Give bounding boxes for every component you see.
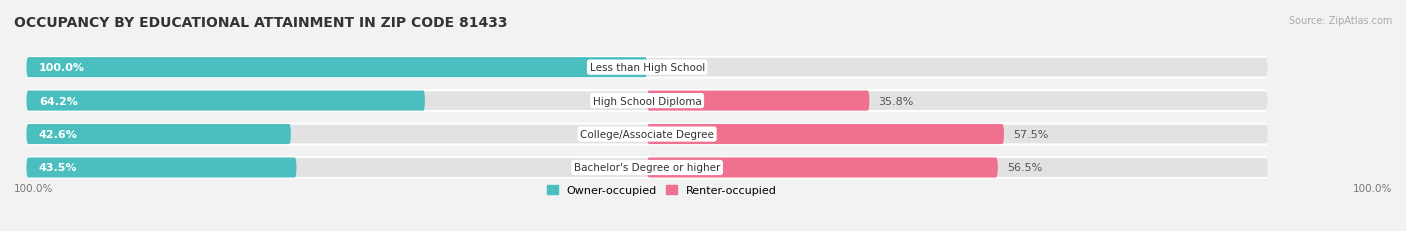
Text: 100.0%: 100.0% xyxy=(39,63,84,73)
FancyBboxPatch shape xyxy=(27,125,291,144)
Text: 100.0%: 100.0% xyxy=(14,183,53,193)
FancyBboxPatch shape xyxy=(27,90,1268,112)
Text: OCCUPANCY BY EDUCATIONAL ATTAINMENT IN ZIP CODE 81433: OCCUPANCY BY EDUCATIONAL ATTAINMENT IN Z… xyxy=(14,16,508,30)
FancyBboxPatch shape xyxy=(27,91,425,111)
FancyBboxPatch shape xyxy=(27,158,1268,177)
Text: Source: ZipAtlas.com: Source: ZipAtlas.com xyxy=(1288,16,1392,26)
Text: 57.5%: 57.5% xyxy=(1014,130,1049,140)
Legend: Owner-occupied, Renter-occupied: Owner-occupied, Renter-occupied xyxy=(547,185,776,195)
Text: 64.2%: 64.2% xyxy=(39,96,77,106)
Text: Less than High School: Less than High School xyxy=(589,63,704,73)
FancyBboxPatch shape xyxy=(27,58,1268,77)
FancyBboxPatch shape xyxy=(27,158,297,178)
FancyBboxPatch shape xyxy=(27,156,1268,179)
FancyBboxPatch shape xyxy=(647,91,869,111)
Text: Bachelor's Degree or higher: Bachelor's Degree or higher xyxy=(574,163,720,173)
FancyBboxPatch shape xyxy=(27,58,647,78)
Text: 0.0%: 0.0% xyxy=(657,63,685,73)
Text: 42.6%: 42.6% xyxy=(39,130,77,140)
FancyBboxPatch shape xyxy=(27,57,1268,79)
Text: 35.8%: 35.8% xyxy=(879,96,914,106)
FancyBboxPatch shape xyxy=(27,125,1268,144)
Text: 43.5%: 43.5% xyxy=(39,163,77,173)
FancyBboxPatch shape xyxy=(27,92,1268,110)
FancyBboxPatch shape xyxy=(647,158,998,178)
Text: College/Associate Degree: College/Associate Degree xyxy=(581,130,714,140)
Text: 100.0%: 100.0% xyxy=(1353,183,1392,193)
FancyBboxPatch shape xyxy=(647,125,1004,144)
Text: 56.5%: 56.5% xyxy=(1007,163,1042,173)
FancyBboxPatch shape xyxy=(27,123,1268,146)
Text: High School Diploma: High School Diploma xyxy=(593,96,702,106)
